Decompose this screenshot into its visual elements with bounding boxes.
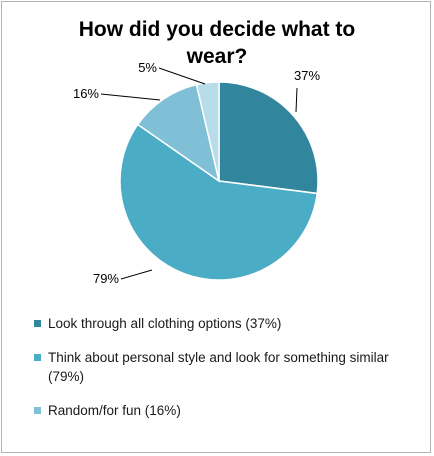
pie-slice-4 xyxy=(195,81,220,182)
data-label-4: 5% xyxy=(138,60,157,75)
legend-item-2: Think about personal style and look for … xyxy=(34,348,419,386)
chart-title-line-2: wear? xyxy=(186,45,248,68)
legend-swatch-3 xyxy=(34,407,41,414)
data-label-1: 37% xyxy=(294,68,320,83)
data-label-3: 16% xyxy=(73,86,99,101)
leader-line-1 xyxy=(295,87,298,113)
chart-title: How did you decide what to wear? xyxy=(0,16,434,70)
chart-legend: Look through all clothing options (37%) … xyxy=(34,314,419,420)
legend-label-2: Think about personal style and look for … xyxy=(48,350,389,384)
legend-swatch-2 xyxy=(34,354,41,361)
data-label-2: 79% xyxy=(93,271,119,286)
legend-swatch-1 xyxy=(34,320,41,327)
leader-line-4 xyxy=(158,67,206,85)
leader-line-2 xyxy=(120,269,153,280)
pie-slice-2 xyxy=(119,123,319,281)
legend-item-1: Look through all clothing options (37%) xyxy=(34,314,419,333)
legend-label-1: Look through all clothing options (37%) xyxy=(48,316,282,331)
legend-label-3: Random/for fun (16%) xyxy=(48,403,181,418)
legend-item-3: Random/for fun (16%) xyxy=(34,401,419,420)
pie-slice-1 xyxy=(218,81,319,195)
leader-line-3 xyxy=(100,93,161,101)
chart-title-line-1: How did you decide what to xyxy=(78,18,356,41)
pie-slice-3 xyxy=(136,83,221,183)
